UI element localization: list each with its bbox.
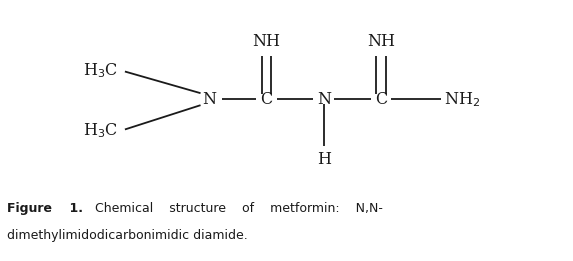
Text: C: C <box>375 91 387 108</box>
Text: Figure    1.: Figure 1. <box>7 202 83 215</box>
Text: N: N <box>317 91 331 108</box>
Text: NH: NH <box>367 33 395 50</box>
Text: C: C <box>260 91 273 108</box>
Text: dimethylimidodicarbonimidic diamide.: dimethylimidodicarbonimidic diamide. <box>7 229 248 242</box>
Text: H$_3$C: H$_3$C <box>83 121 117 140</box>
Text: NH: NH <box>253 33 280 50</box>
Text: H$_3$C: H$_3$C <box>83 61 117 80</box>
Text: Chemical    structure    of    metformin:    N,N-: Chemical structure of metformin: N,N- <box>79 202 382 215</box>
Text: N: N <box>202 91 216 108</box>
Text: H: H <box>317 151 331 168</box>
Text: NH$_2$: NH$_2$ <box>444 90 480 109</box>
